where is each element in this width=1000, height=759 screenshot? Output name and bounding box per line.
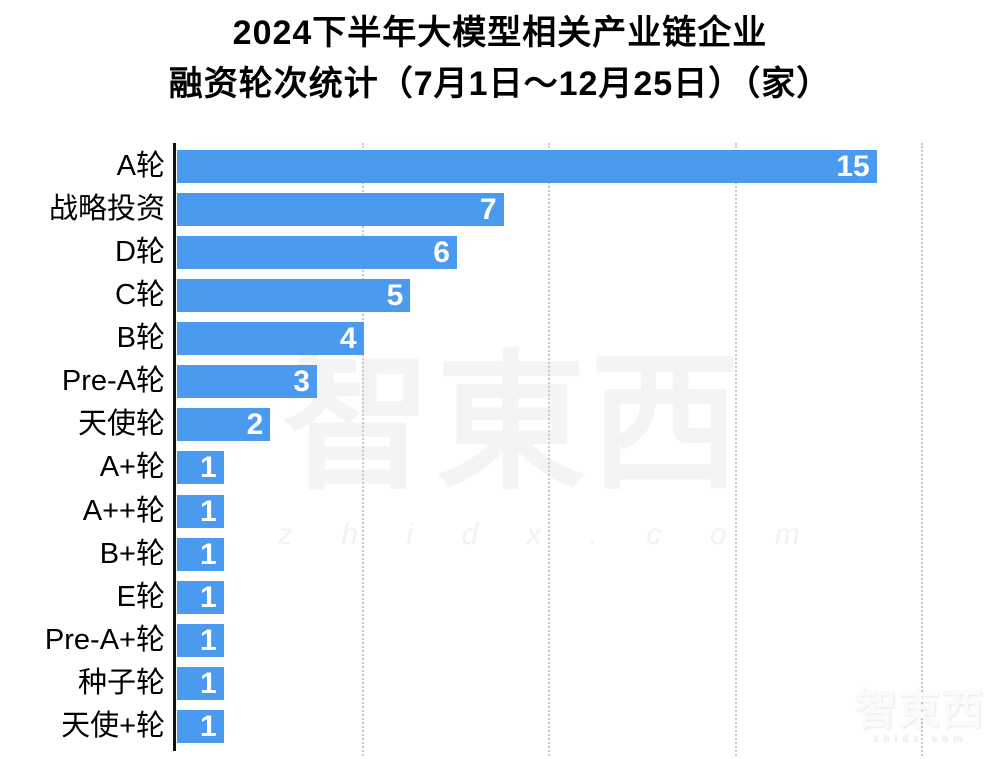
gridline-x-16 xyxy=(921,143,924,756)
bar-row: Pre-A+轮 1 xyxy=(0,623,1000,657)
bar-value-label: 5 xyxy=(386,279,404,313)
bar-value-label: 2 xyxy=(246,408,264,442)
bar-value-label: 1 xyxy=(199,537,217,571)
bar: 6 xyxy=(177,236,457,270)
category-label: 种子轮 xyxy=(77,666,165,699)
bar-row: B+轮 1 xyxy=(0,537,1000,571)
bar-row: D轮 6 xyxy=(0,236,1000,270)
bar-row: 战略投资 7 xyxy=(0,193,1000,227)
bar: 15 xyxy=(177,150,877,183)
bar: 1 xyxy=(177,623,224,657)
category-label: A轮 xyxy=(116,150,165,182)
chart-title-line2: 融资轮次统计（7月1日～12月25日）（家） xyxy=(168,65,832,103)
gridline-x-12 xyxy=(734,143,737,756)
category-label: E轮 xyxy=(116,580,165,613)
bar: 1 xyxy=(177,709,224,743)
bar-value-label: 1 xyxy=(199,666,217,700)
bar-row: 种子轮 1 xyxy=(0,666,1000,700)
bar: 7 xyxy=(177,193,504,227)
gridline-x-8 xyxy=(548,143,551,756)
bar-value-label: 4 xyxy=(339,322,357,356)
bar: 5 xyxy=(177,279,411,313)
category-label: 天使轮 xyxy=(77,408,165,441)
bar-row: A++轮 1 xyxy=(0,494,1000,528)
category-label: Pre-A轮 xyxy=(61,365,165,398)
category-label: 天使+轮 xyxy=(61,709,165,742)
bar-value-label: 1 xyxy=(199,623,217,657)
bar: 1 xyxy=(177,537,224,571)
bar-value-label: 3 xyxy=(293,365,310,399)
category-label: 战略投资 xyxy=(48,193,165,226)
chart-title: 2024下半年大模型相关产业链企业 融资轮次统计（7月1日～12月25日）（家） xyxy=(0,8,1000,110)
category-label: B轮 xyxy=(116,322,165,355)
bar-row: E轮 1 xyxy=(0,580,1000,614)
bar-value-label: 7 xyxy=(479,193,497,227)
bar: 3 xyxy=(177,365,317,399)
bar-row: 天使+轮 1 xyxy=(0,709,1000,743)
bar: 4 xyxy=(177,322,364,356)
bar: 2 xyxy=(177,408,271,442)
bar-row: A+轮 1 xyxy=(0,451,1000,485)
category-label: C轮 xyxy=(115,279,165,312)
bar-value-label: 1 xyxy=(199,494,217,528)
bar: 1 xyxy=(177,451,224,485)
bar-row: Pre-A轮 3 xyxy=(0,365,1000,399)
bar-value-label: 15 xyxy=(836,150,870,183)
bar-row: C轮 5 xyxy=(0,279,1000,313)
chart-title-line1: 2024下半年大模型相关产业链企业 xyxy=(232,14,768,52)
bar-row: B轮 4 xyxy=(0,322,1000,356)
bar: 1 xyxy=(177,494,224,528)
category-label: B+轮 xyxy=(99,537,165,570)
bar-row: A轮 15 xyxy=(0,150,1000,183)
category-label: Pre-A+轮 xyxy=(44,623,165,656)
category-label: A++轮 xyxy=(82,494,165,527)
bar-value-label: 1 xyxy=(199,709,217,743)
bar-value-label: 1 xyxy=(199,451,217,485)
y-axis-line xyxy=(173,143,176,751)
bar: 1 xyxy=(177,580,224,614)
category-label: D轮 xyxy=(115,236,165,269)
bar-value-label: 6 xyxy=(433,236,450,270)
gridline-x-4 xyxy=(361,143,364,756)
bar-value-label: 1 xyxy=(199,580,217,614)
category-label: A+轮 xyxy=(99,451,165,484)
bar: 1 xyxy=(177,666,224,700)
bar-row: 天使轮 2 xyxy=(0,408,1000,442)
